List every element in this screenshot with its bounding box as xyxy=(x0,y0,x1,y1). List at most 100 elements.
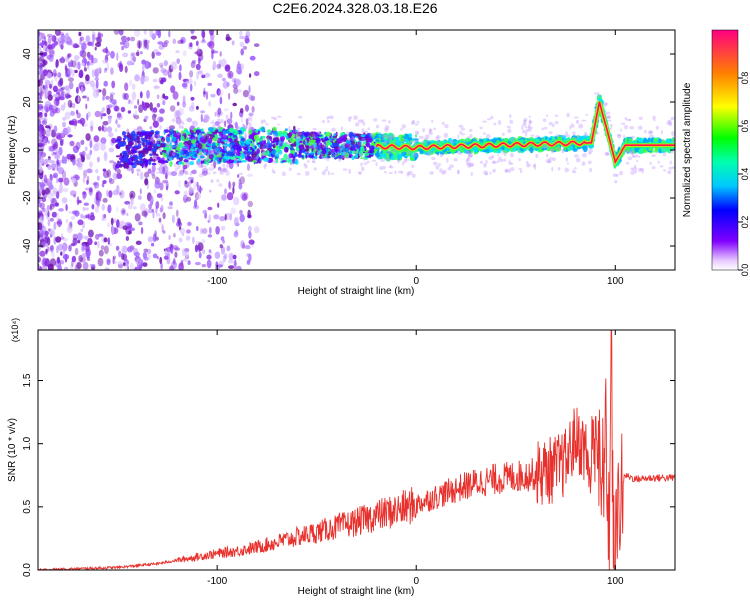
heatmap-cell xyxy=(137,98,140,106)
heatmap-cell xyxy=(501,132,505,136)
heatmap-cell xyxy=(222,130,227,135)
heatmap-cell xyxy=(38,133,41,139)
heatmap-cell xyxy=(424,134,430,139)
heatmap-cell xyxy=(105,95,110,100)
heatmap-cell xyxy=(205,91,209,100)
heatmap-cell xyxy=(344,152,350,159)
heatmap-cell xyxy=(196,105,199,110)
heatmap-cell xyxy=(241,193,248,202)
heatmap-cell xyxy=(581,119,587,122)
heatmap-cell xyxy=(44,209,47,216)
heatmap-cell xyxy=(367,137,372,143)
heatmap-cell xyxy=(201,135,206,139)
heatmap-cell xyxy=(100,137,107,145)
heatmap-cell xyxy=(188,181,192,190)
heatmap-cell xyxy=(447,167,452,171)
heatmap-cell xyxy=(541,147,548,151)
heatmap-cell xyxy=(368,132,373,136)
heatmap-cell xyxy=(219,168,223,174)
heatmap-cell xyxy=(96,175,100,181)
heatmap-cell xyxy=(314,146,318,152)
heatmap-cell xyxy=(316,145,321,151)
heatmap-cell xyxy=(414,123,419,126)
heatmap-cell xyxy=(541,127,544,131)
heatmap-cell xyxy=(53,151,57,155)
heatmap-cell xyxy=(266,129,272,134)
heatmap-cell xyxy=(584,131,587,136)
heatmap-cell xyxy=(62,253,70,260)
heatmap-cell xyxy=(248,239,255,245)
heatmap-cell xyxy=(408,152,414,157)
heatmap-cell xyxy=(383,133,389,140)
heatmap-cell xyxy=(247,158,254,162)
heatmap-cell xyxy=(149,156,153,162)
heatmap-cell xyxy=(337,146,342,151)
heatmap-cell xyxy=(183,257,188,262)
heatmap-cell xyxy=(578,135,583,142)
snr-y-ticks: 0.00.51.01.5 xyxy=(22,373,675,577)
heatmap-cell xyxy=(428,128,433,133)
heatmap-cell xyxy=(83,202,90,206)
heatmap-cell xyxy=(77,200,82,204)
heatmap-cell xyxy=(55,191,60,199)
heatmap-cell xyxy=(381,136,385,141)
heatmap-cell xyxy=(276,149,280,153)
heatmap-cell xyxy=(245,104,249,112)
heatmap-cell xyxy=(87,64,90,70)
heatmap-cell xyxy=(512,147,517,152)
heatmap-cell xyxy=(360,134,366,138)
heatmap-cell xyxy=(648,130,653,134)
heatmap-cell xyxy=(526,165,530,168)
heatmap-cell xyxy=(491,160,496,165)
heatmap-cell xyxy=(226,118,231,124)
heatmap-cell xyxy=(321,149,327,155)
heatmap-cell xyxy=(253,226,260,234)
heatmap-cell xyxy=(312,127,317,131)
heatmap-cell xyxy=(57,243,63,251)
heatmap-cell xyxy=(40,229,44,239)
heatmap-cell xyxy=(45,105,48,110)
heatmap-cell xyxy=(351,155,355,161)
heatmap-cell xyxy=(222,163,226,168)
heatmap-cell xyxy=(552,157,556,162)
heatmap-cell xyxy=(631,153,635,158)
heatmap-cell xyxy=(116,173,123,180)
heatmap-cell xyxy=(222,80,229,89)
heatmap-cell xyxy=(181,248,187,257)
heatmap-cell xyxy=(175,117,182,125)
heatmap-cell xyxy=(239,107,244,114)
heatmap-cell xyxy=(377,157,381,160)
heatmap-cell xyxy=(321,120,325,124)
heatmap-cell xyxy=(143,30,147,35)
heatmap-cell xyxy=(290,149,295,154)
heatmap-cell xyxy=(324,169,328,172)
heatmap-cell xyxy=(51,43,57,47)
heatmap-cell xyxy=(506,125,511,129)
heatmap-cell xyxy=(388,132,394,139)
heatmap-cell xyxy=(106,189,109,198)
heatmap-cell xyxy=(554,121,559,125)
heatmap-cell xyxy=(95,168,99,174)
heatmap-cell xyxy=(114,105,120,112)
heatmap-cell xyxy=(306,160,310,163)
heatmap-cell xyxy=(298,115,303,119)
heatmap-cell xyxy=(225,114,229,120)
heatmap-cell xyxy=(596,94,603,99)
heatmap-cell xyxy=(162,69,169,76)
heatmap-cell xyxy=(51,163,57,169)
heatmap-cell xyxy=(164,165,168,170)
heatmap-cell xyxy=(150,201,154,206)
heatmap-cell xyxy=(150,170,155,176)
heatmap-cell xyxy=(140,137,144,141)
heatmap-cell xyxy=(636,154,639,157)
heatmap-cell xyxy=(110,67,114,75)
heatmap-cell xyxy=(327,170,330,176)
heatmap-cell xyxy=(57,80,63,87)
heatmap-cell xyxy=(251,129,256,133)
heatmap-cell xyxy=(134,266,138,270)
heatmap-cell xyxy=(239,41,245,48)
heatmap-cell xyxy=(174,167,179,172)
heatmap-cell xyxy=(41,258,48,267)
heatmap-cell xyxy=(169,128,172,132)
heatmap-cell xyxy=(106,126,113,133)
